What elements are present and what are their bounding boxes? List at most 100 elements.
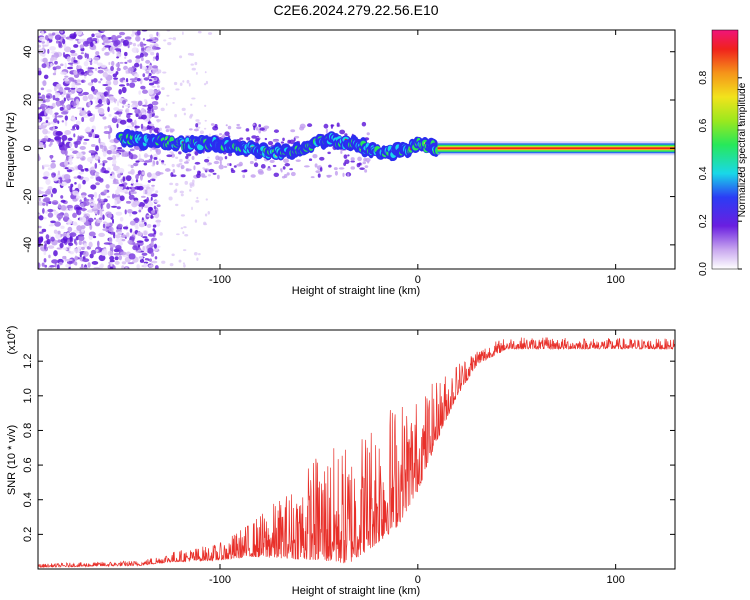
noise-speckle bbox=[41, 228, 47, 233]
noise-speckle bbox=[213, 160, 220, 165]
noise-speckle bbox=[69, 235, 72, 243]
noise-speckle bbox=[131, 80, 137, 83]
noise-speckle bbox=[67, 89, 72, 93]
snr-y-axis-label: SNR (10 * v/v) bbox=[6, 425, 18, 495]
noise-speckle bbox=[117, 173, 121, 179]
noise-speckle bbox=[56, 264, 60, 269]
noise-speckle bbox=[110, 205, 118, 208]
noise-speckle bbox=[43, 197, 51, 202]
noise-speckle bbox=[50, 56, 58, 61]
noise-speckle bbox=[233, 165, 237, 168]
noise-speckle bbox=[117, 147, 123, 150]
noise-speckle bbox=[51, 160, 56, 163]
noise-speckle bbox=[207, 174, 211, 177]
noise-speckle bbox=[124, 191, 129, 194]
noise-speckle bbox=[105, 86, 112, 91]
noise-speckle bbox=[120, 178, 123, 183]
noise-speckle bbox=[143, 160, 151, 163]
noise-speckle bbox=[53, 250, 58, 257]
noise-speckle bbox=[187, 52, 192, 56]
noise-speckle bbox=[80, 47, 85, 52]
noise-speckle bbox=[169, 182, 174, 186]
noise-speckle bbox=[93, 96, 97, 100]
noise-speckle bbox=[194, 161, 201, 165]
noise-speckle bbox=[83, 61, 89, 67]
noise-speckle bbox=[109, 173, 113, 176]
noise-speckle bbox=[114, 98, 117, 104]
noise-speckle bbox=[112, 181, 120, 185]
noise-speckle bbox=[108, 237, 113, 244]
noise-speckle bbox=[75, 38, 79, 41]
noise-speckle bbox=[84, 127, 92, 133]
noise-speckle bbox=[82, 115, 89, 118]
noise-speckle bbox=[147, 188, 153, 195]
noise-speckle bbox=[169, 262, 174, 267]
noise-speckle bbox=[227, 125, 232, 130]
noise-speckle bbox=[39, 231, 44, 234]
noise-speckle bbox=[203, 168, 210, 171]
noise-speckle bbox=[112, 159, 117, 165]
noise-speckle bbox=[143, 77, 150, 81]
noise-speckle bbox=[259, 127, 265, 131]
noise-speckle bbox=[146, 39, 153, 42]
noise-speckle bbox=[92, 132, 95, 139]
noise-speckle bbox=[103, 130, 110, 134]
noise-speckle bbox=[125, 187, 132, 190]
noise-speckle bbox=[134, 62, 140, 68]
noise-speckle bbox=[280, 141, 285, 144]
noise-speckle bbox=[193, 128, 199, 132]
noise-speckle bbox=[45, 178, 51, 185]
noise-speckle bbox=[251, 135, 257, 139]
snr-multiplier-close: ) bbox=[6, 326, 18, 330]
noise-speckle bbox=[148, 258, 152, 262]
noise-speckle bbox=[94, 135, 100, 139]
noise-speckle bbox=[74, 181, 77, 185]
noise-speckle bbox=[74, 255, 78, 261]
noise-speckle bbox=[197, 252, 201, 256]
noise-speckle bbox=[69, 148, 74, 151]
noise-speckle bbox=[343, 154, 348, 159]
noise-speckle bbox=[73, 133, 76, 138]
noise-speckle bbox=[194, 219, 198, 223]
noise-speckle bbox=[141, 252, 148, 256]
noise-speckle bbox=[49, 264, 55, 268]
noise-speckle bbox=[45, 188, 52, 195]
noise-speckle bbox=[125, 77, 129, 83]
spectrogram-noise-layer bbox=[38, 30, 371, 269]
noise-speckle bbox=[133, 218, 139, 221]
noise-speckle bbox=[98, 137, 101, 144]
noise-speckle bbox=[150, 252, 155, 257]
noise-speckle bbox=[77, 59, 80, 65]
snr-y-tick-label: 1.0 bbox=[22, 388, 34, 403]
noise-speckle bbox=[71, 81, 76, 89]
noise-speckle bbox=[147, 121, 152, 125]
noise-speckle bbox=[139, 259, 145, 263]
noise-speckle bbox=[73, 261, 77, 266]
noise-speckle bbox=[138, 206, 142, 210]
noise-speckle bbox=[61, 120, 65, 123]
noise-speckle bbox=[157, 172, 164, 175]
noise-speckle bbox=[328, 164, 332, 168]
noise-speckle bbox=[69, 33, 77, 39]
steady-tone-core bbox=[437, 147, 675, 150]
noise-speckle bbox=[129, 82, 136, 88]
noise-speckle bbox=[204, 213, 208, 217]
noise-speckle bbox=[54, 34, 62, 41]
noise-speckle bbox=[77, 107, 83, 110]
noise-speckle bbox=[326, 174, 333, 178]
noise-speckle bbox=[273, 172, 280, 177]
noise-speckle bbox=[76, 88, 83, 92]
noise-speckle bbox=[131, 179, 134, 184]
noise-speckle bbox=[149, 207, 153, 211]
noise-speckle bbox=[179, 82, 183, 86]
noise-speckle bbox=[253, 125, 256, 131]
noise-speckle bbox=[132, 183, 138, 186]
noise-speckle bbox=[111, 218, 115, 224]
noise-speckle bbox=[70, 183, 74, 188]
spectrogram-x-tick-label: -100 bbox=[209, 274, 231, 286]
noise-speckle bbox=[152, 37, 156, 39]
noise-speckle bbox=[73, 124, 78, 128]
noise-speckle bbox=[184, 161, 189, 164]
noise-speckle bbox=[60, 195, 64, 199]
noise-speckle bbox=[183, 264, 186, 268]
